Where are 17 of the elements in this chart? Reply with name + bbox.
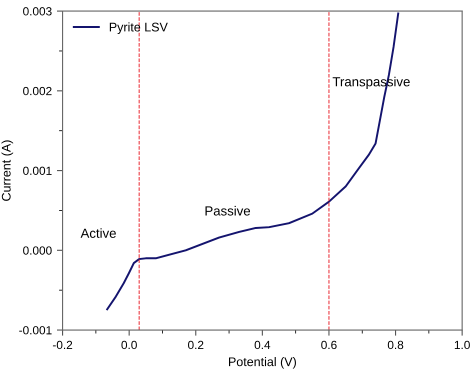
y-tick-label: 0.000 xyxy=(23,246,52,255)
y-tick-label: 0.003 xyxy=(23,7,52,16)
y-axis-title: Current (A) xyxy=(1,140,14,201)
y-tick-label: 0.002 xyxy=(23,86,52,96)
x-axis-title: Potential (V) xyxy=(228,357,296,369)
x-tick-label: 0.8 xyxy=(388,340,404,350)
x-tick-label: 0.4 xyxy=(254,340,270,350)
legend-label: Pyrite LSV xyxy=(110,22,168,34)
y-tick-label: 0.001 xyxy=(23,166,52,175)
x-tick-label: 0.6 xyxy=(321,340,337,350)
annotation: Passive xyxy=(206,206,250,216)
y-tick-label: -0.001 xyxy=(19,326,52,334)
x-tick-label: 1.0 xyxy=(454,340,470,350)
annotation: Active xyxy=(80,228,116,238)
x-tick-label: 0.0 xyxy=(121,340,137,350)
x-tick-label: -0.2 xyxy=(52,340,72,350)
x-tick-label: 0.2 xyxy=(188,340,204,350)
